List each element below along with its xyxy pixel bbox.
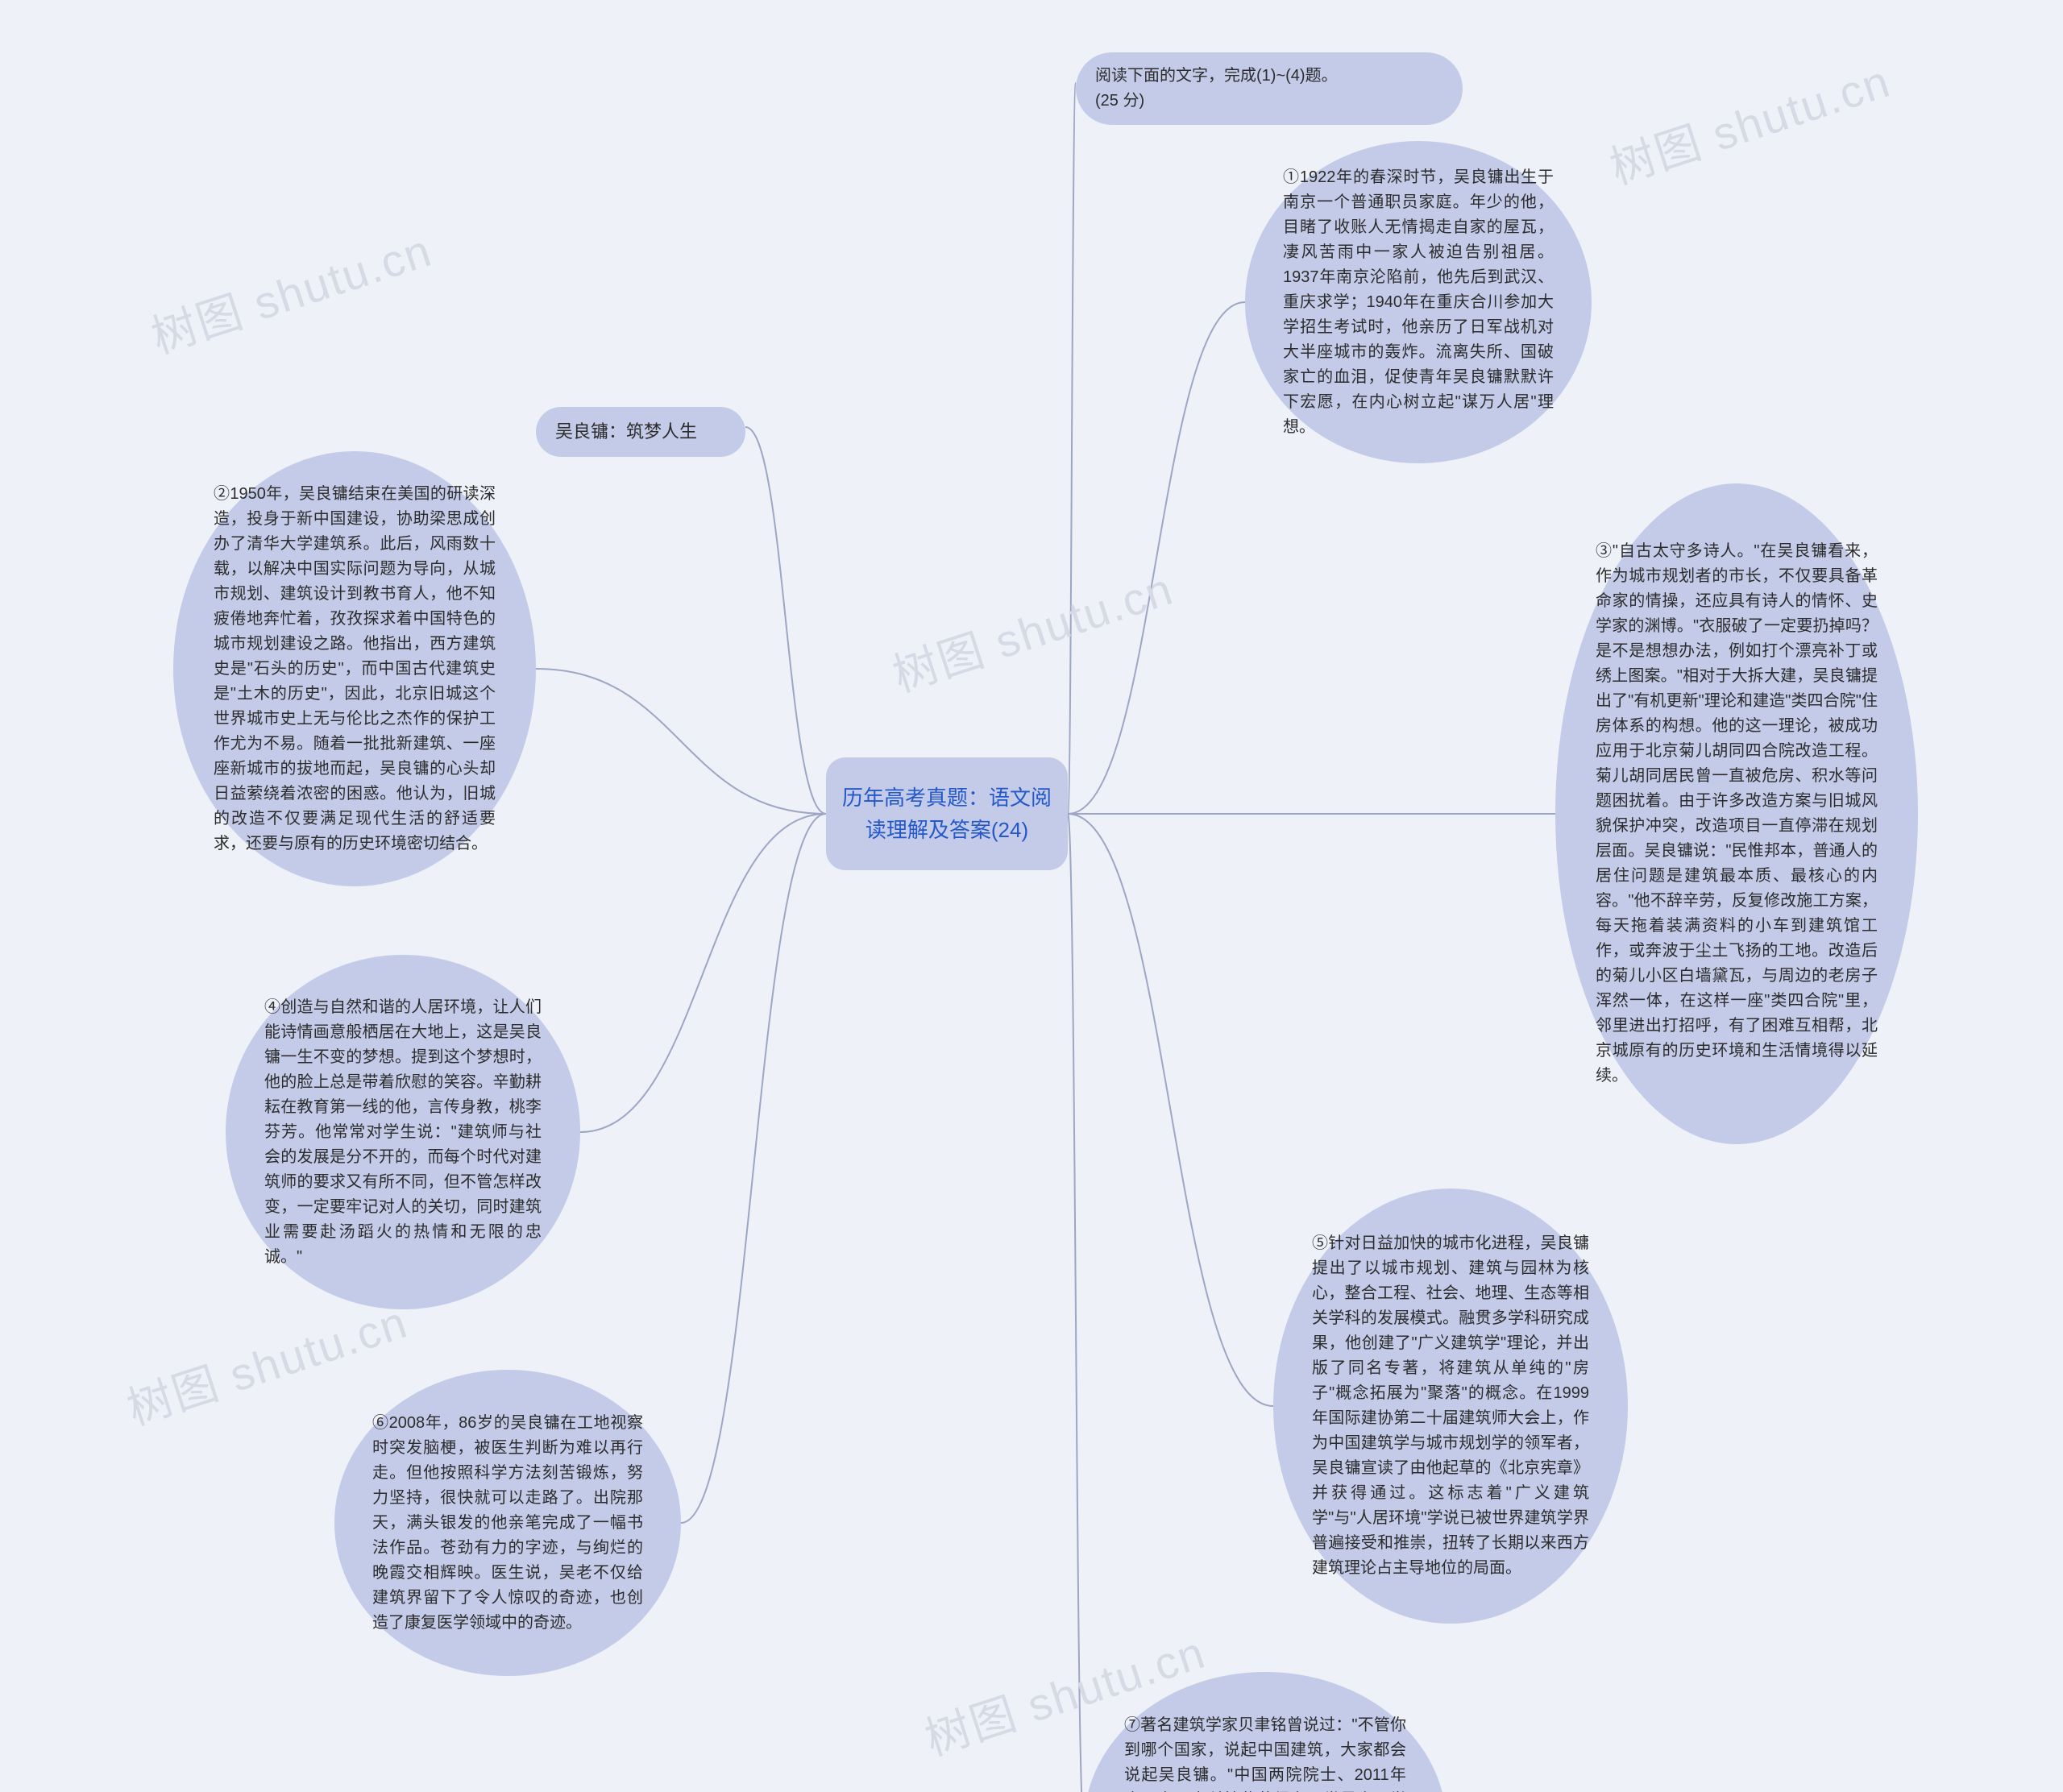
watermark: 树图 shutu.cn	[1600, 45, 1898, 197]
node-title: 吴良镛：筑梦人生	[536, 407, 745, 457]
node-p3: ③"自古太守多诗人。"在吴良镛看来，作为城市规划者的市长，不仅要具备革命家的情操…	[1555, 483, 1918, 1144]
node-p6: ⑥2008年，86岁的吴良镛在工地视察时突发脑梗，被医生判断为难以再行走。但他按…	[334, 1370, 681, 1676]
node-p5: ⑤针对日益加快的城市化进程，吴良镛提出了以城市规划、建筑与园林为核心，整合工程、…	[1273, 1188, 1628, 1624]
node-intro: 阅读下面的文字，完成(1)~(4)题。(25 分)	[1076, 52, 1463, 125]
node-p1: ①1922年的春深时节，吴良镛出生于南京一个普通职员家庭。年少的他，目睹了收账人…	[1245, 141, 1592, 463]
watermark: 树图 shutu.cn	[118, 1286, 415, 1438]
node-p7: ⑦著名建筑学家贝聿铭曾说过："不管你到哪个国家，说起中国建筑，大家都会说起吴良镛…	[1084, 1672, 1447, 1792]
node-p4: ④创造与自然和谐的人居环境，让人们能诗情画意般栖居在大地上，这是吴良镛一生不变的…	[226, 955, 580, 1309]
node-p2: ②1950年，吴良镛结束在美国的研读深造，投身于新中国建设，协助梁思成创办了清华…	[173, 451, 536, 886]
watermark: 树图 shutu.cn	[142, 214, 439, 367]
center-node: 历年高考真题：语文阅读理解及答案(24)	[826, 757, 1068, 870]
watermark: 树图 shutu.cn	[883, 553, 1181, 705]
